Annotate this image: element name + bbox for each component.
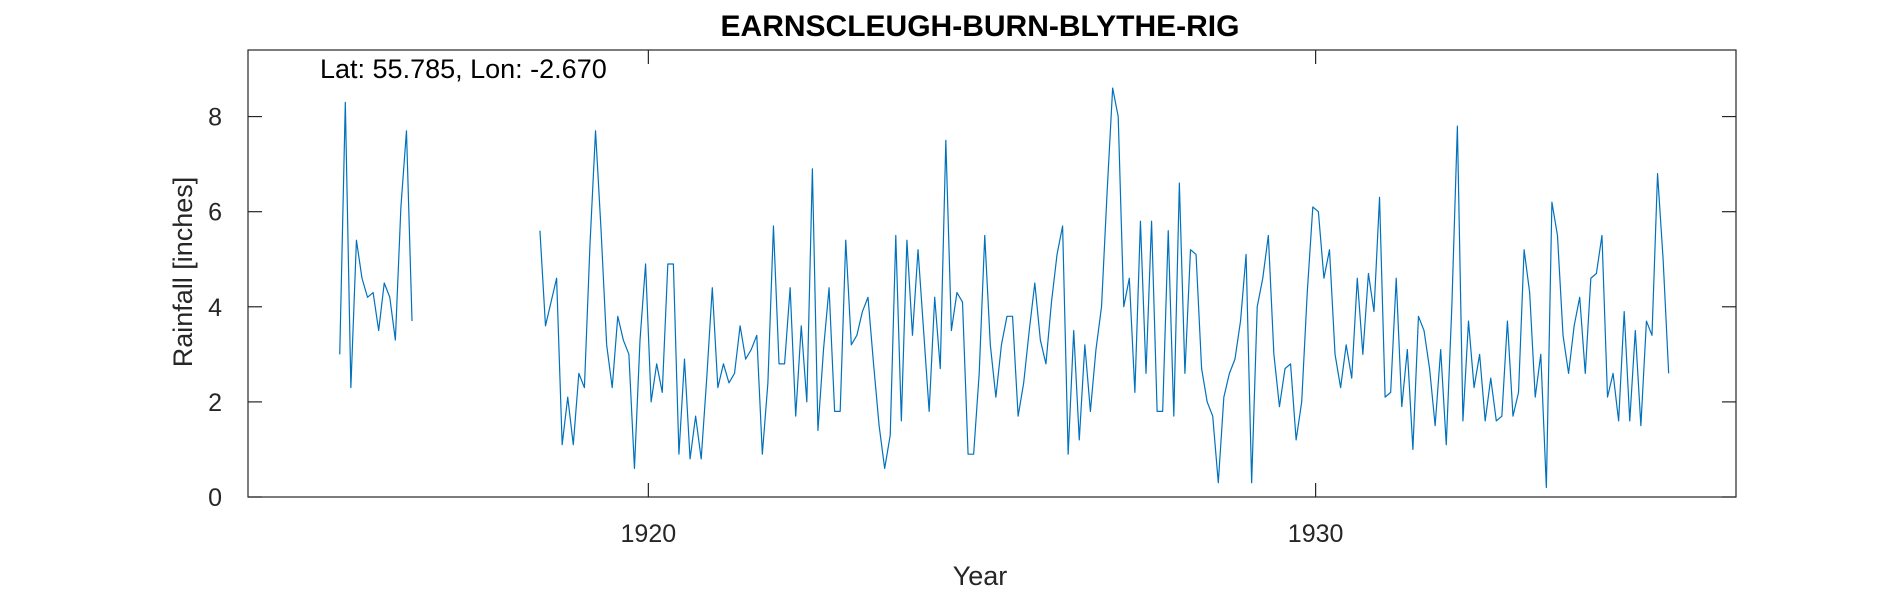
rainfall-line-segment: [339, 101, 413, 389]
chart-title: EARNSCLEUGH-BURN-BLYTHE-RIG: [721, 10, 1240, 43]
rainfall-line-segment: [539, 87, 1670, 489]
y-tick-label: 4: [208, 294, 222, 322]
y-tick-label: 8: [208, 104, 222, 132]
x-tick-label: 1920: [621, 520, 677, 548]
x-axis: 1920 1930: [621, 50, 1344, 548]
x-axis-label: Year: [953, 561, 1008, 591]
y-axis-label: Rainfall [inches]: [168, 177, 198, 368]
y-axis: 0 2 4 6 8: [208, 104, 1736, 512]
axes-box: [247, 49, 1737, 498]
location-annotation: Lat: 55.785, Lon: -2.670: [320, 54, 607, 84]
y-tick-label: 2: [208, 389, 222, 417]
rainfall-series: [339, 87, 1670, 489]
x-tick-label: 1930: [1288, 520, 1344, 548]
y-tick-label: 0: [208, 484, 222, 512]
y-tick-label: 6: [208, 199, 222, 227]
plot-area: [247, 49, 1737, 498]
